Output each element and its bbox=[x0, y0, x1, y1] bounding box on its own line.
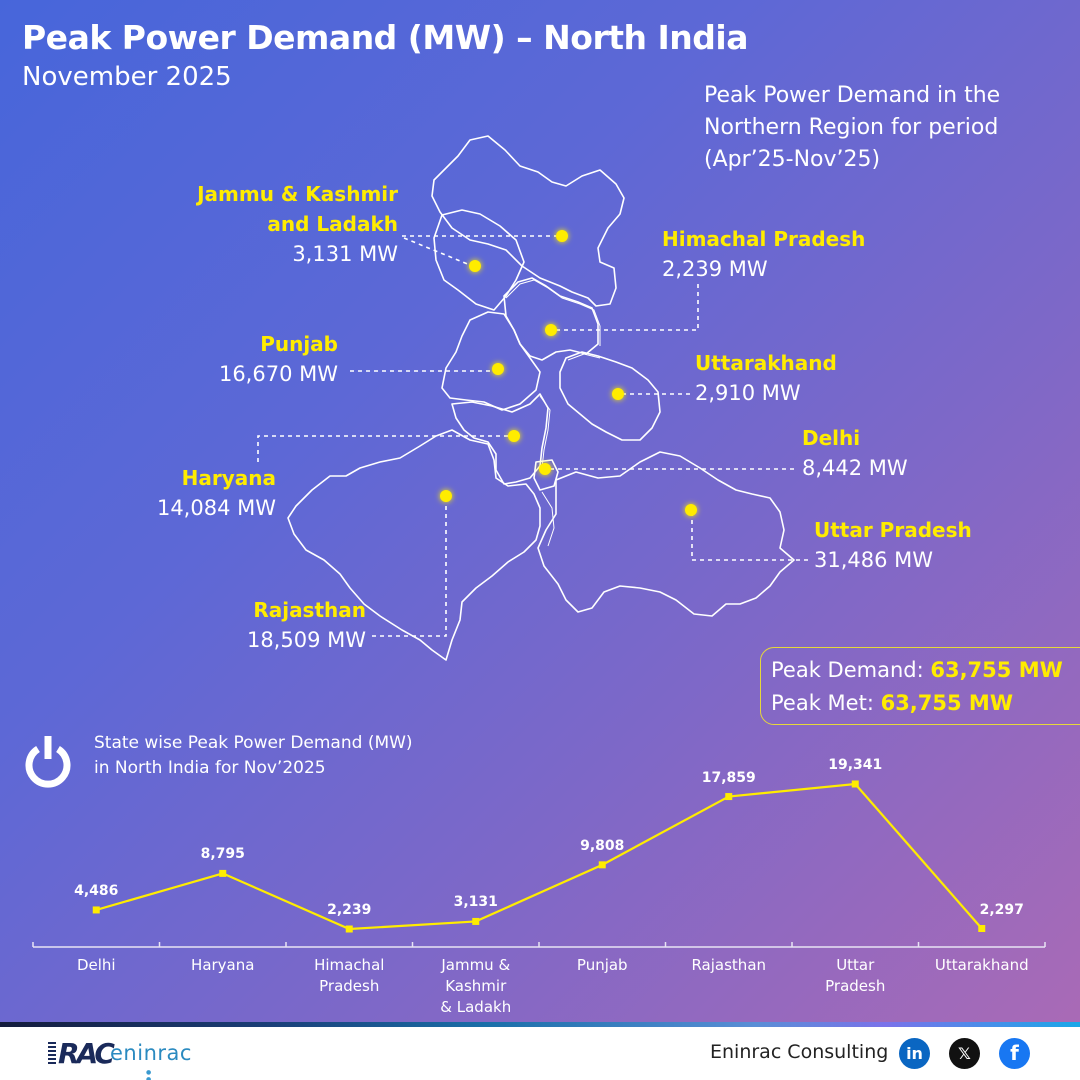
north-india-map bbox=[257, 135, 810, 661]
marker-jammu-kashmir bbox=[469, 260, 481, 272]
marker-uttar-pradesh bbox=[685, 504, 697, 516]
state-value: 18,509 MW bbox=[246, 628, 366, 652]
data-line bbox=[95, 782, 983, 931]
marker-punjab bbox=[492, 363, 504, 375]
state-value: 14,084 MW bbox=[156, 496, 276, 520]
marker-ladakh bbox=[556, 230, 568, 242]
x-axis-category-label: Rajasthan bbox=[691, 956, 767, 974]
x-icon[interactable]: 𝕏 bbox=[949, 1038, 980, 1069]
logo-dots: ● ● ● ● ● ● ● bbox=[146, 1069, 153, 1080]
state-name: Himachal Pradesh bbox=[662, 227, 866, 251]
data-value-label: 4,486 bbox=[74, 882, 119, 899]
marker-delhi bbox=[539, 463, 551, 475]
chart-title: State wise Peak Power Demand (MW) in Nor… bbox=[94, 731, 494, 781]
logo-bars-icon bbox=[48, 1042, 56, 1064]
state-name: Punjab bbox=[260, 332, 338, 356]
state-name: Haryana bbox=[181, 466, 276, 490]
marker-himachal bbox=[545, 324, 557, 336]
logo-rac: RAC bbox=[58, 1037, 115, 1070]
state-markers bbox=[440, 230, 697, 516]
state-value: 16,670 MW bbox=[218, 362, 338, 386]
data-point-marker bbox=[598, 861, 606, 869]
page-subtitle: November 2025 bbox=[22, 62, 232, 92]
data-point-marker bbox=[472, 917, 480, 925]
line-chart bbox=[32, 780, 1046, 948]
x-axis-category-label: Delhi bbox=[76, 956, 116, 974]
peak-demand-label: Peak Demand: bbox=[771, 658, 924, 682]
page-title: Peak Power Demand (MW) – North India bbox=[22, 18, 748, 57]
map-caption-line: (Apr’25-Nov’25) bbox=[704, 147, 881, 172]
state-name: Jammu & Kashmir bbox=[197, 182, 398, 206]
facebook-icon[interactable]: f bbox=[999, 1038, 1030, 1069]
state-value: 2,239 MW bbox=[662, 257, 768, 281]
data-value-label: 3,131 bbox=[453, 894, 498, 911]
state-value: 2,910 MW bbox=[695, 381, 801, 405]
state-name: Uttar Pradesh bbox=[814, 518, 972, 542]
data-value-label: 17,859 bbox=[701, 769, 756, 786]
state-value: 3,131 MW bbox=[292, 242, 398, 266]
rajasthan-outline bbox=[287, 429, 541, 661]
state-name: Rajasthan bbox=[253, 598, 366, 622]
chart-title-line: in North India for Nov’2025 bbox=[94, 758, 326, 778]
delhi-outline bbox=[533, 459, 559, 491]
data-point-marker bbox=[219, 869, 227, 877]
x-axis-category-label: Uttar Pradesh bbox=[825, 956, 886, 995]
x-axis-category-label: Jammu & Kashmir & Ladakh bbox=[440, 956, 512, 1016]
label-uttarakhand: Uttarakhand 2,910 MW bbox=[695, 348, 837, 408]
data-point-marker bbox=[345, 925, 353, 933]
label-himachal-pradesh: Himachal Pradesh 2,239 MW bbox=[662, 224, 865, 284]
data-point-marker bbox=[851, 780, 859, 788]
peak-demand-value: 63,755 MW bbox=[930, 658, 1063, 682]
marker-uttarakhand bbox=[612, 388, 624, 400]
logo-text: eninrac bbox=[110, 1041, 192, 1065]
marker-rajasthan bbox=[440, 490, 452, 502]
state-boundaries bbox=[287, 135, 795, 661]
data-point-marker bbox=[725, 793, 733, 801]
peak-met-value: 63,755 MW bbox=[880, 691, 1013, 715]
data-value-label: 2,239 bbox=[327, 902, 372, 918]
state-name: Uttarakhand bbox=[695, 351, 837, 375]
jammu-kashmir-outline bbox=[433, 209, 525, 311]
label-punjab: Punjab 16,670 MW bbox=[219, 329, 338, 389]
linkedin-icon[interactable]: in bbox=[899, 1038, 930, 1069]
leader-lines bbox=[257, 235, 810, 637]
label-delhi: Delhi 8,442 MW bbox=[802, 423, 908, 483]
state-value: 8,442 MW bbox=[802, 456, 908, 480]
power-icon bbox=[25, 736, 71, 788]
data-point-marker bbox=[92, 906, 100, 914]
uttarakhand-outline bbox=[559, 351, 661, 441]
label-jammu-kashmir-ladakh: Jammu & Kashmir and Ladakh 3,131 MW bbox=[197, 179, 398, 269]
data-value-label: 8,795 bbox=[200, 846, 245, 863]
label-uttar-pradesh: Uttar Pradesh 31,486 MW bbox=[814, 515, 972, 575]
map-caption-line: Northern Region for period bbox=[704, 115, 999, 140]
chart-title-line: State wise Peak Power Demand (MW) bbox=[94, 733, 413, 753]
peak-summary-box: Peak Demand: 63,755 MW Peak Met: 63,755 … bbox=[760, 647, 1080, 725]
label-rajasthan: Rajasthan 18,509 MW bbox=[247, 595, 366, 655]
map-caption: Peak Power Demand in the Northern Region… bbox=[704, 80, 1064, 176]
footer: RAC eninrac ● ● ● ● ● ● ● Eninrac Consul… bbox=[0, 1027, 1080, 1080]
punjab-outline bbox=[441, 311, 541, 411]
x-axis-category-label: Uttarakhand bbox=[934, 956, 1029, 974]
x-axis-category-label: Punjab bbox=[576, 956, 628, 974]
label-haryana: Haryana 14,084 MW bbox=[157, 463, 276, 523]
peak-met-row: Peak Met: 63,755 MW bbox=[771, 687, 1080, 720]
state-name: Delhi bbox=[802, 426, 861, 450]
footer-divider bbox=[0, 1022, 1080, 1027]
data-value-label: 2,297 bbox=[979, 901, 1024, 918]
data-value-label: 9,808 bbox=[580, 837, 625, 854]
state-value: 31,486 MW bbox=[814, 548, 934, 572]
uttar-pradesh-outline bbox=[537, 451, 795, 617]
marker-haryana bbox=[508, 430, 520, 442]
data-point-marker bbox=[978, 925, 986, 933]
x-axis-category-label: Haryana bbox=[191, 956, 255, 974]
x-axis-category-label: Himachal Pradesh bbox=[314, 956, 385, 995]
peak-demand-row: Peak Demand: 63,755 MW bbox=[771, 654, 1080, 687]
map-caption-line: Peak Power Demand in the bbox=[704, 83, 1001, 108]
state-name: and Ladakh bbox=[267, 212, 398, 236]
infographic-canvas: Peak Power Demand (MW) – North India Nov… bbox=[0, 0, 1080, 1022]
company-name: Eninrac Consulting bbox=[710, 1041, 889, 1063]
data-value-label: 19,341 bbox=[828, 757, 883, 773]
ladakh-outline bbox=[431, 135, 625, 307]
peak-met-label: Peak Met: bbox=[771, 691, 874, 715]
